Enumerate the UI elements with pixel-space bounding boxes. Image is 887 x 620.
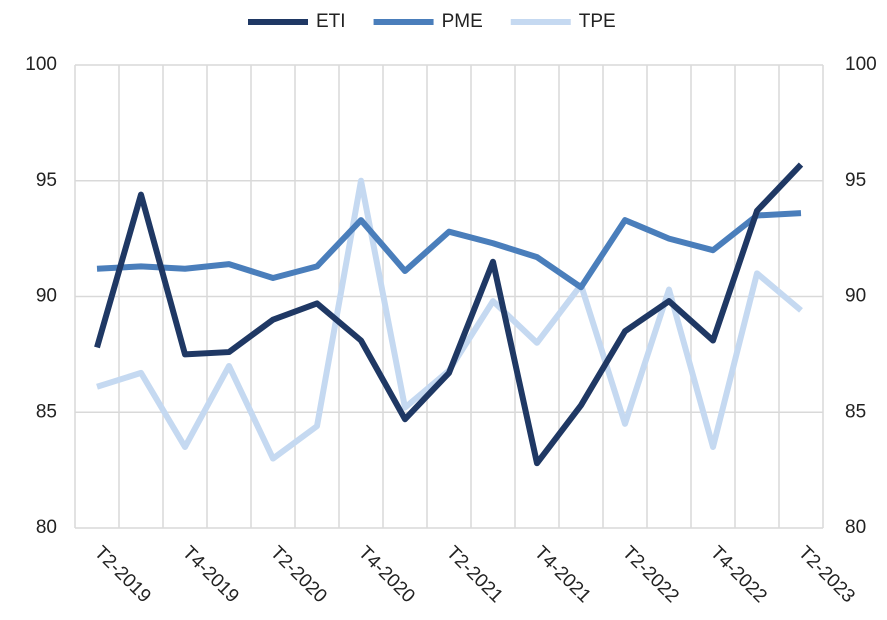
legend-label: ETI xyxy=(316,11,346,32)
y2-tick-label: 85 xyxy=(845,401,866,422)
y-tick-label: 90 xyxy=(36,286,57,307)
y-tick-label: 95 xyxy=(36,170,57,191)
x-tick-label: T2-2022 xyxy=(618,542,683,607)
y2-tick-label: 80 xyxy=(845,517,866,538)
series-line xyxy=(96,177,803,462)
x-tick-label: T4-2021 xyxy=(530,542,595,607)
y2-tick-label: 95 xyxy=(845,170,866,191)
y2-tick-label: 100 xyxy=(845,54,877,75)
x-tick-label: T2-2021 xyxy=(442,542,507,607)
y-tick-label: 100 xyxy=(25,54,57,75)
y-tick-label: 85 xyxy=(36,401,57,422)
x-tick-label: T2-2019 xyxy=(90,542,155,607)
x-tick-label: T2-2023 xyxy=(794,542,859,607)
legend-label: PME xyxy=(442,11,483,32)
x-tick-label: T4-2022 xyxy=(706,542,771,607)
series-line xyxy=(96,210,802,291)
y-tick-label: 80 xyxy=(36,517,57,538)
x-tick-label: T2-2020 xyxy=(266,542,331,607)
legend-label: TPE xyxy=(579,11,616,32)
x-tick-label: T4-2020 xyxy=(354,542,419,607)
series-line xyxy=(94,162,804,467)
y2-tick-label: 90 xyxy=(845,286,866,307)
x-tick-label: T4-2019 xyxy=(178,542,243,607)
